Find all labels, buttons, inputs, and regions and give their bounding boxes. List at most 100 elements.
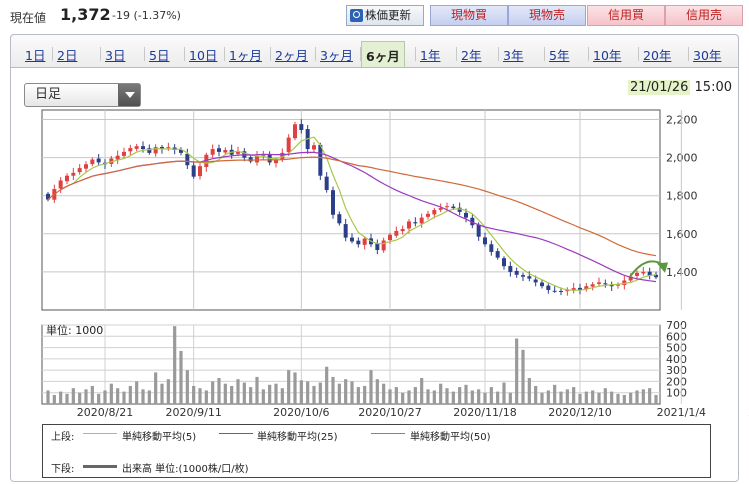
volume-bar bbox=[325, 366, 329, 404]
tab-12[interactable]: 3年 bbox=[503, 48, 524, 63]
volume-bar bbox=[211, 381, 215, 404]
tab-10[interactable]: 1年 bbox=[420, 48, 441, 63]
tab-separator bbox=[498, 47, 499, 61]
candle-body bbox=[590, 284, 595, 287]
volume-bar bbox=[223, 383, 227, 404]
tab-16[interactable]: 30年 bbox=[693, 48, 722, 63]
volume-bar bbox=[451, 391, 455, 404]
legend-upper-label: 上段: bbox=[51, 432, 75, 443]
volume-bar bbox=[261, 389, 265, 404]
volume-bar bbox=[432, 390, 436, 404]
tab-2[interactable]: 2日 bbox=[57, 48, 78, 63]
candle-body bbox=[293, 124, 297, 139]
candle-body bbox=[489, 244, 494, 252]
legend-item-sma50: 単純移動平均(50) bbox=[410, 432, 491, 443]
volume-bar bbox=[610, 391, 614, 404]
volume-unit-label: 単位: 1000 bbox=[46, 323, 103, 337]
update-price-button[interactable]: 株価更新 bbox=[346, 5, 424, 26]
legend-swatch-sma25 bbox=[219, 433, 253, 434]
tab-8[interactable]: 3ヶ月 bbox=[320, 48, 353, 63]
candle-body bbox=[457, 207, 462, 212]
volume-bar bbox=[236, 379, 240, 404]
volume-tick-label: 300 bbox=[666, 364, 687, 377]
legend-swatch-sma50 bbox=[371, 433, 405, 434]
tab-14[interactable]: 10年 bbox=[593, 48, 622, 63]
candle-body bbox=[153, 147, 158, 154]
tab-4[interactable]: 5日 bbox=[149, 48, 170, 63]
timestamp: 21/01/26 15:00 bbox=[628, 80, 732, 95]
volume-bar bbox=[356, 387, 360, 404]
volume-bar bbox=[559, 391, 563, 404]
volume-bar bbox=[204, 390, 208, 404]
tab-1[interactable]: 1日 bbox=[25, 48, 46, 63]
candle-body bbox=[65, 175, 69, 182]
volume-bar bbox=[344, 379, 348, 404]
candle-body bbox=[46, 193, 50, 200]
volume-bar bbox=[331, 376, 335, 404]
tab-6[interactable]: 1ヶ月 bbox=[229, 48, 262, 63]
interval-select[interactable]: 日足 bbox=[24, 83, 141, 107]
volume-bar bbox=[59, 391, 63, 404]
volume-bar bbox=[591, 390, 595, 404]
candle-body bbox=[552, 290, 557, 292]
candle-body bbox=[565, 290, 570, 292]
volume-bar bbox=[268, 384, 272, 404]
candle-body bbox=[432, 210, 437, 215]
tab-separator bbox=[52, 47, 53, 61]
volume-bar bbox=[458, 387, 462, 404]
tab-7[interactable]: 2ヶ月 bbox=[275, 48, 308, 63]
margin-sell-button[interactable]: 信用売 bbox=[665, 5, 743, 26]
candle-body bbox=[571, 288, 576, 291]
candle-body bbox=[312, 145, 316, 150]
sma-line-5 bbox=[72, 136, 657, 291]
volume-bar bbox=[173, 326, 177, 404]
tab-13[interactable]: 5年 bbox=[549, 48, 570, 63]
volume-bar bbox=[622, 394, 626, 404]
candle-body bbox=[400, 229, 405, 232]
candle-body bbox=[521, 275, 525, 277]
volume-bar bbox=[648, 388, 652, 404]
tab-separator bbox=[415, 47, 416, 61]
candle-body bbox=[318, 144, 323, 176]
volume-bar bbox=[293, 372, 297, 404]
candle-body bbox=[622, 280, 627, 286]
tab-5[interactable]: 10日 bbox=[189, 48, 218, 63]
candle-body bbox=[77, 168, 82, 173]
tab-11[interactable]: 2年 bbox=[461, 48, 482, 63]
volume-bar bbox=[280, 388, 284, 404]
legend-item-sma25: 単純移動平均(25) bbox=[257, 432, 338, 443]
volume-bar bbox=[179, 350, 183, 404]
volume-bar bbox=[103, 390, 107, 404]
spot-sell-button[interactable]: 現物売 bbox=[508, 5, 586, 26]
volume-bar bbox=[439, 383, 443, 404]
candle-body bbox=[628, 276, 633, 281]
candle-body bbox=[179, 149, 183, 153]
volume-bar bbox=[78, 392, 82, 404]
candle-body bbox=[647, 271, 652, 276]
x-tick-label: 2020/10/27 bbox=[358, 406, 421, 419]
candle-body bbox=[597, 282, 601, 284]
x-tick-label: 2020/10/6 bbox=[273, 406, 329, 419]
legend-lower-label: 下段: bbox=[51, 464, 75, 475]
margin-buy-button[interactable]: 信用買 bbox=[587, 5, 665, 26]
candle-body bbox=[210, 149, 215, 155]
volume-bar bbox=[52, 394, 56, 404]
tab-separator bbox=[144, 47, 145, 61]
volume-tick-label: 500 bbox=[666, 342, 687, 355]
tab-3[interactable]: 3日 bbox=[105, 48, 126, 63]
candle-body bbox=[394, 230, 399, 236]
volume-bar bbox=[540, 392, 544, 404]
candle-body bbox=[166, 147, 171, 149]
tab-15[interactable]: 20年 bbox=[643, 48, 672, 63]
volume-tick-label: 400 bbox=[666, 353, 687, 366]
volume-bar bbox=[527, 378, 531, 404]
volume-bar bbox=[185, 370, 189, 404]
spot-buy-button[interactable]: 現物買 bbox=[430, 5, 508, 26]
candle-body bbox=[274, 159, 278, 164]
tab-separator bbox=[360, 47, 361, 61]
candle-body bbox=[584, 286, 589, 290]
tab-9[interactable]: 6ヶ月 bbox=[361, 41, 405, 67]
candle-body bbox=[160, 146, 164, 150]
volume-bar bbox=[597, 392, 601, 404]
chart-legend: 上段: 下段: 単純移動平均(5) 単純移動平均(25) 単純移動平均(50) … bbox=[42, 424, 711, 478]
